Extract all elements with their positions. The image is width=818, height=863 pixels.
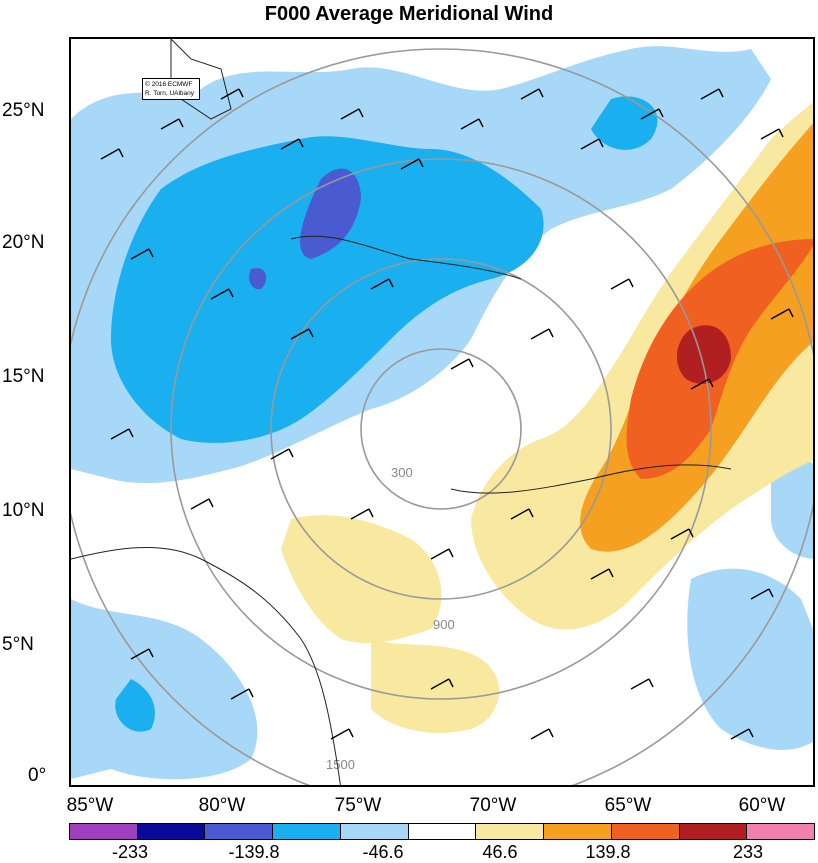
lon-label-75w: 75°W <box>334 795 382 816</box>
negative-shading <box>111 96 658 732</box>
lat-label-20n: 20°N <box>2 232 45 253</box>
lon-label-80w: 80°W <box>198 795 246 816</box>
contour-labels: 300 900 1500 <box>326 465 455 772</box>
map-panel[interactable]: 300 900 1500 <box>69 37 815 787</box>
colorbar-label-neg233: -233 <box>111 842 149 862</box>
contour-label-900: 900 <box>433 617 455 632</box>
colorbar-segment <box>544 824 612 839</box>
lon-label-65w: 65°W <box>604 795 652 816</box>
credit-line-2: R. Torn, UAlbany <box>145 90 195 97</box>
colorbar-segment <box>611 824 680 839</box>
max-positive-shading <box>676 325 731 384</box>
colorbar-segment <box>70 824 138 839</box>
lat-label-15n: 15°N <box>2 366 45 387</box>
lon-label-85w: 85°W <box>66 795 114 816</box>
credit-line-1: © 2016 ECMWF <box>145 81 193 88</box>
colorbar-label-233: 233 <box>732 842 764 862</box>
contour-label-1500: 1500 <box>326 757 355 772</box>
lon-label-70w: 70°W <box>469 795 517 816</box>
height-contours <box>71 48 813 785</box>
lat-label-25n: 25°N <box>2 100 45 121</box>
colorbar-label-139: 139.8 <box>585 842 631 862</box>
colorbar-label-46: 46.6 <box>482 842 518 862</box>
colorbar-label-neg46: -46.6 <box>362 842 404 862</box>
colorbar <box>69 823 815 840</box>
colorbar-segment <box>137 824 206 839</box>
colorbar-segment <box>205 824 274 839</box>
colorbar-segment <box>679 824 748 839</box>
colorbar-segment <box>273 824 341 839</box>
colorbar-segment <box>747 824 815 839</box>
colorbar-segment <box>408 824 477 839</box>
wind-barbs <box>100 88 794 740</box>
credit-box: © 2016 ECMWF R. Torn, UAlbany <box>142 78 200 100</box>
map-canvas: 300 900 1500 <box>71 39 813 785</box>
lon-label-60w: 60°W <box>738 795 786 816</box>
map-title: F000 Average Meridional Wind <box>264 3 554 25</box>
lat-label-0: 0° <box>28 765 47 786</box>
colorbar-label-neg139: -139.8 <box>228 842 280 862</box>
colorbar-segment <box>476 824 545 839</box>
lat-label-5n: 5°N <box>2 634 34 655</box>
colorbar-segment <box>340 824 409 839</box>
contour-label-300: 300 <box>391 465 413 480</box>
lat-label-10n: 10°N <box>2 500 45 521</box>
